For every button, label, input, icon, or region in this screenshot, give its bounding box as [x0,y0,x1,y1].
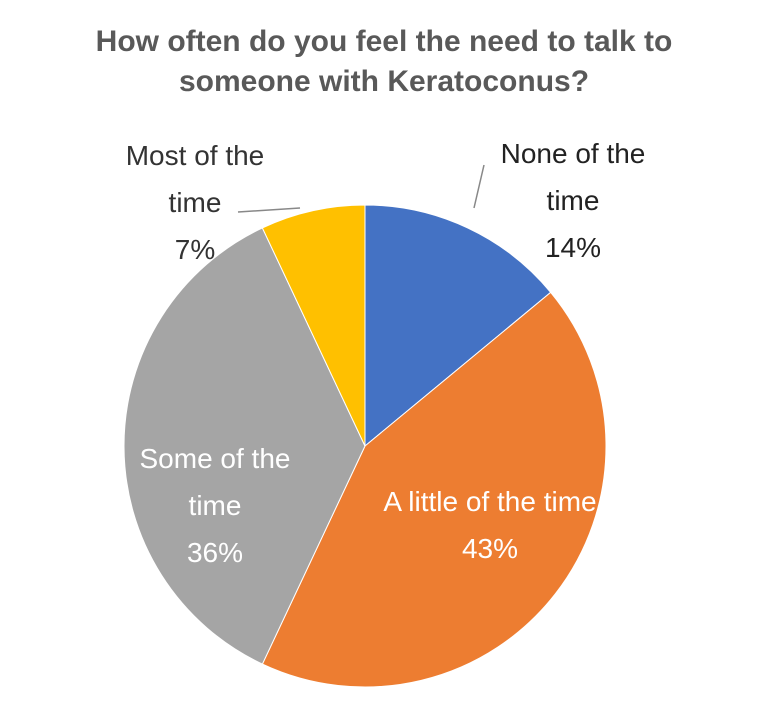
value-label: 43% [461,533,519,564]
value-label: 36% [186,537,244,568]
category-label: Some of the time [139,443,291,521]
slice-label: None of the time 14% [478,130,668,271]
slice-label: Some of the time 36% [115,435,315,576]
category-label: A little of the time [383,486,597,517]
pie-slice [123,227,366,665]
leader-line [237,207,301,213]
slice-label: A little of the time 43% [380,478,600,572]
pie-slice [261,204,366,447]
chart-title: How often do you feel the need to talk t… [95,25,673,98]
value-label: 7% [174,234,216,265]
pie-slice [364,204,552,448]
category-label: Most of the time [125,140,265,218]
leader-line [473,164,485,209]
category-label: None of the time [500,138,646,216]
slice-label: Most of the time 7% [100,132,290,273]
pie-slice [261,291,607,688]
value-label: 14% [544,232,602,263]
